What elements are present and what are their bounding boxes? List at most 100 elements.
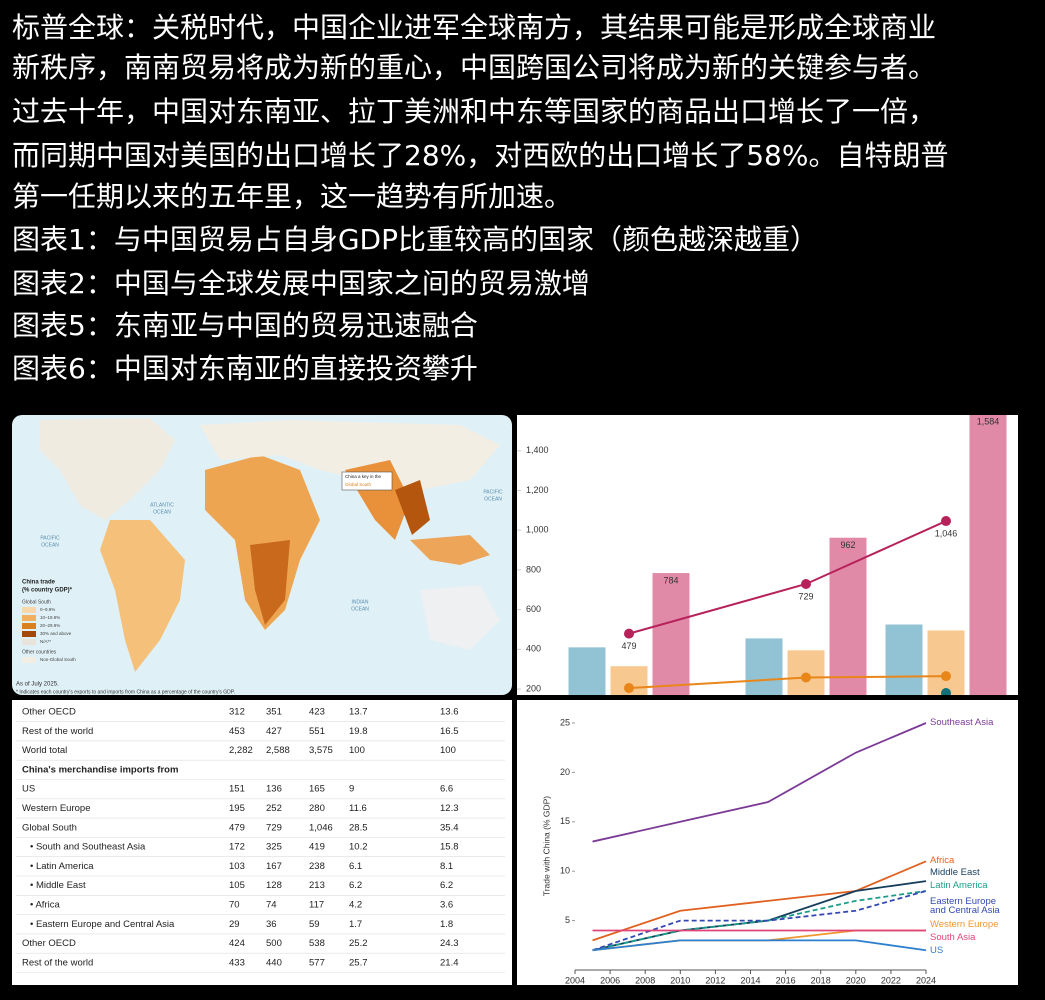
table-cell: 453 [229,726,245,737]
x-tick-label: 2020 [846,975,866,985]
table-cell: 24.3 [440,938,459,949]
y-tick-label: 600 [526,604,541,614]
table-cell: 1.7 [349,919,362,930]
legend-label: Eastern Europe and Central Asia [930,896,1000,916]
y-tick-label: 20 [560,767,570,777]
y-tick-label: 10 [560,866,570,876]
table-cell: 11.6 [349,803,367,814]
table-cell: 74 [266,900,277,911]
table-cell: Rest of the world [22,957,93,968]
point [801,578,811,589]
y-tick-label: 200 [526,683,541,693]
header-line: 新秩序，南南贸易将成为新的重心，中国跨国公司将成为新的关键参与者。 [12,51,936,84]
table-cell: 172 [229,842,245,853]
callout-box [341,471,393,491]
table-cell: 36 [266,919,277,930]
table-cell: 538 [309,938,325,949]
legend-swatch [22,615,36,621]
y-tick-label: 800 [526,564,541,574]
table-cell: Other OECD [22,707,76,718]
table-cell: 325 [266,842,282,853]
y-tick-label: 1,000 [526,525,549,535]
map-label: INDIAN [352,599,369,605]
map-label: 30% and above [40,631,72,636]
header-line: 图表2：中国与全球发展中国家之间的贸易激增 [12,267,590,300]
table-cell: 419 [309,842,325,853]
legend-swatch [22,631,36,637]
table-cell: 4.2 [349,900,362,911]
point [624,683,634,694]
table-cell: 195 [229,803,245,814]
table-cell: 25.2 [349,938,368,949]
map-label: 10–19.9% [40,615,60,620]
map-label: As of July 2025. [16,682,59,688]
table-cell: 500 [266,938,282,949]
header-line: 标普全球：关税时代，中国企业进军全球南方，其结果可能是形成全球商业 [12,11,936,44]
x-tick-label: 2016 [776,975,796,985]
legend-label: US [930,945,944,956]
map-label: Global South [345,482,372,487]
legend-label: Western Europe [930,919,999,930]
table-cell: 151 [229,784,245,795]
legend-swatch [22,657,36,663]
table-cell: 9 [349,784,354,795]
table-cell: • Eastern Europe and Central Asia [30,919,175,930]
map-label: * Indicates each country's exports to an… [16,689,235,695]
table-cell: 105 [229,880,245,891]
x-tick-label: 2024 [916,975,936,985]
map-label: ATLANTIC [150,502,174,508]
table-cell: 165 [309,784,325,795]
series-line [592,939,927,952]
legend-label: Africa [930,855,955,866]
x-tick-label: 2018 [811,975,831,985]
header-line: 第一任期以来的五年里，这一趋势有所加速。 [12,180,572,213]
table-cell: 433 [229,957,245,968]
x-tick-label: 2022 [881,975,901,985]
header-line: 图表5：东南亚与中国的贸易迅速融合 [12,309,478,342]
table-cell: • Latin America [30,861,94,872]
x-tick-label: 2006 [600,975,620,985]
legend-swatch [22,607,36,613]
table-cell: World total [22,745,67,756]
bar [829,537,867,695]
bar [885,624,923,695]
table-cell: 117 [309,900,324,911]
y-axis-label: Trade with China (% GDP) [541,796,551,896]
map-label: Global South [22,599,51,605]
header-line: 而同期中国对美国的出口增长了28%，对西欧的出口增长了58%。自特朗普 [12,139,948,172]
table-cell: 6.2 [440,880,453,891]
table-cell: 70 [229,900,240,911]
table-cell: 423 [309,707,325,718]
table-cell: 551 [309,726,325,737]
header-line: 过去十年，中国对东南亚、拉丁美洲和中东等国家的商品出口增长了一倍， [12,95,936,128]
table-cell: • Middle East [30,880,86,891]
table-cell: 312 [229,707,245,718]
table-cell: 440 [266,957,282,968]
table-cell: 213 [309,880,325,891]
table-cell: Western Europe [22,803,90,814]
table-cell: 167 [266,861,282,872]
table-cell: 28.5 [349,822,368,833]
map-label: OCEAN [153,509,171,515]
table-cell: 103 [229,861,245,872]
table-cell: 136 [266,784,282,795]
series-line [592,722,927,843]
bar [969,415,1007,695]
legend-swatch [22,639,36,645]
map-label: OCEAN [484,496,502,502]
table-cell: 29 [229,919,240,930]
table-cell: 13.7 [349,707,368,718]
table-cell: 16.5 [440,726,459,737]
map-label: PACIFIC [483,489,503,495]
table-cell: • Africa [30,900,60,911]
table-cell: 577 [309,957,325,968]
data-label: 1,584 [977,417,1000,427]
table-cell: Rest of the world [22,726,93,737]
map-label: (% country GDP)* [22,588,73,594]
table-cell: 427 [266,726,282,737]
table-cell: 1.8 [440,919,453,930]
table-cell: 351 [266,707,282,718]
table-cell: 238 [309,861,325,872]
table-cell: 252 [266,803,282,814]
